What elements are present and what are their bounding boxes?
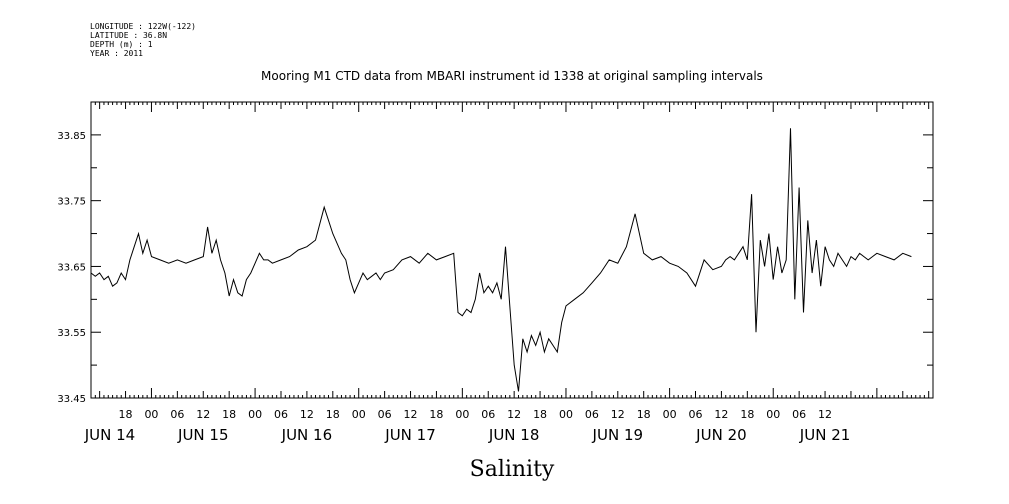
x-hour-label: 00 — [144, 408, 158, 421]
y-tick-label: 33.75 — [57, 197, 86, 208]
x-hour-label: 18 — [119, 408, 133, 421]
x-hour-label: 06 — [689, 408, 703, 421]
x-hour-label: 12 — [300, 408, 314, 421]
y-tick-label: 33.85 — [57, 131, 86, 142]
x-hour-label: 00 — [352, 408, 366, 421]
y-tick-label: 33.65 — [57, 262, 86, 273]
x-hour-label: 18 — [740, 408, 754, 421]
x-hour-label: 00 — [559, 408, 573, 421]
y-tick-label: 33.55 — [57, 328, 86, 339]
depth-text: DEPTH (m) : 1 — [90, 40, 153, 49]
x-axis: 18 00 06 12 18 00 06 12 18 00 06 12 18 00 06 12 18 00 06 12… — [84, 102, 934, 444]
x-hour-label: 12 — [196, 408, 210, 421]
x-hour-label: 18 — [637, 408, 651, 421]
x-hour-label: 18 — [222, 408, 236, 421]
x-day-label: JUN 14 — [84, 426, 135, 444]
x-day-label: JUN 19 — [592, 426, 643, 444]
chart-title: Mooring M1 CTD data from MBARI instrumen… — [261, 69, 763, 83]
y-axis: 33.45 33.55 33.65 33.75 33.85 — [57, 101, 933, 405]
x-hour-label: 00 — [455, 408, 469, 421]
x-hour-label: 18 — [533, 408, 547, 421]
x-day-label: JUN 21 — [799, 426, 850, 444]
plot-frame — [90, 101, 934, 399]
salinity-series-line — [90, 128, 912, 392]
x-day-label: JUN 17 — [384, 426, 435, 444]
x-axis-label: Salinity — [470, 457, 555, 482]
x-hour-label: 06 — [274, 408, 288, 421]
x-hour-label: 06 — [585, 408, 599, 421]
longitude-text: LONGITUDE : 122W(-122) — [90, 22, 196, 31]
x-hour-label: 06 — [481, 408, 495, 421]
x-day-label: JUN 18 — [488, 426, 539, 444]
y-tick-label: 33.45 — [57, 394, 86, 405]
x-hour-label: 00 — [663, 408, 677, 421]
x-hour-label: 12 — [818, 408, 832, 421]
x-hour-label: 06 — [378, 408, 392, 421]
x-hour-label: 18 — [326, 408, 340, 421]
x-day-label: JUN 16 — [281, 426, 332, 444]
metadata-block: LONGITUDE : 122W(-122) LATITUDE : 36.8N … — [90, 22, 196, 58]
x-day-label: JUN 20 — [695, 426, 746, 444]
x-hour-label: 00 — [766, 408, 780, 421]
x-hour-label: 12 — [611, 408, 625, 421]
x-hour-label: 12 — [507, 408, 521, 421]
x-hour-label: 06 — [170, 408, 184, 421]
x-hour-label: 12 — [714, 408, 728, 421]
year-text: YEAR : 2011 — [90, 49, 143, 58]
latitude-text: LATITUDE : 36.8N — [90, 31, 168, 40]
x-hour-label: 12 — [404, 408, 418, 421]
x-hour-label: 06 — [792, 408, 806, 421]
x-hour-label: 18 — [429, 408, 443, 421]
x-day-label: JUN 15 — [177, 426, 228, 444]
x-hour-label: 00 — [248, 408, 262, 421]
